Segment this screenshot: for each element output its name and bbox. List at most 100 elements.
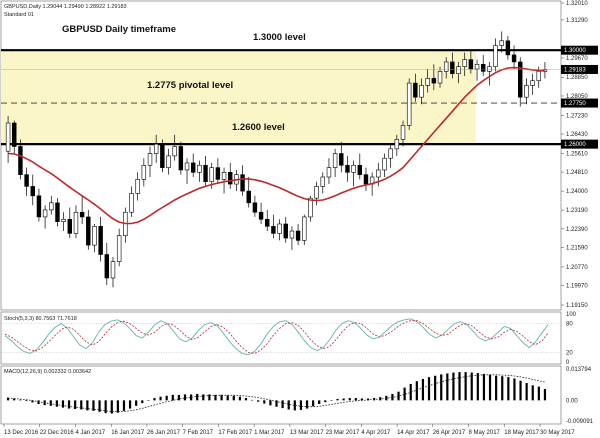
candle [166, 148, 171, 175]
candle-body-bull [209, 167, 214, 183]
candle [351, 160, 356, 187]
level-label-1-2775: 1.2775 pivotal level [147, 80, 233, 91]
macd-bar [366, 398, 370, 401]
candle [271, 214, 276, 239]
macd-bar [543, 388, 547, 401]
price-tick-label: 1.19970 [566, 284, 588, 290]
candle-body-bull [147, 153, 153, 166]
candle-body-bear [203, 164, 208, 183]
candle-body-bear [246, 190, 251, 204]
candle [443, 57, 449, 79]
candle [42, 205, 48, 229]
candle-body-bull [110, 261, 116, 279]
candle-body-bull [197, 164, 202, 173]
candle [400, 120, 406, 147]
current-price-tag-bg [561, 64, 598, 74]
macd-signal-line [8, 374, 545, 413]
macd-bar [116, 400, 119, 413]
time-tick-label: 13 Dec 2016 [4, 430, 39, 436]
time-tick-label: 22 Dec 2016 [40, 430, 75, 436]
macd-bar [458, 372, 461, 401]
candle-body-bull [129, 193, 134, 213]
candle-body-bear [104, 254, 110, 279]
macd-bar [86, 400, 89, 411]
candle-body-bear [265, 218, 270, 227]
macd-tick-label: 0.00 [566, 398, 578, 404]
candle-body-bear [339, 153, 344, 166]
candle [265, 209, 270, 232]
macd-bar [141, 400, 144, 404]
candle-body-bear [86, 216, 91, 246]
candle [493, 38, 498, 72]
macd-bar [330, 400, 333, 401]
candle-body-bull [73, 211, 79, 234]
candle [480, 54, 486, 77]
macd-label: MACD(12,26,9) 0.002332 0.003642 [4, 369, 91, 375]
candle [12, 120, 17, 154]
candle-body-bull [320, 176, 325, 187]
symbol-info: GBPUSD,Daily 1.29044 1.29490 1.28922 1.2… [4, 4, 127, 10]
candle-body-bull [382, 157, 387, 171]
candle [524, 78, 529, 105]
candle [30, 174, 35, 206]
candle-body-bear [450, 61, 455, 74]
macd-bar [238, 396, 241, 401]
price-tick-label: 1.25610 [566, 151, 588, 157]
candle [141, 158, 147, 187]
macd-bar [80, 400, 83, 410]
macd-bar [19, 399, 22, 401]
level-price-tag: 1.27750 [564, 101, 586, 107]
macd-bar [263, 400, 266, 404]
candle [295, 223, 301, 246]
candle-body-bull [221, 172, 227, 180]
chart-title: GBPUSD Daily timeframe [62, 24, 176, 35]
candle [431, 64, 437, 91]
candle [499, 31, 504, 53]
level-price-tag-bg [561, 98, 598, 108]
time-tick-label: 4 Apr 2017 [361, 430, 391, 436]
candle [487, 61, 492, 86]
candle [36, 188, 42, 222]
macd-bar [171, 394, 174, 401]
price-tick-label: 1.20770 [566, 265, 588, 271]
candle [18, 139, 23, 180]
candle-body-bear [190, 162, 196, 173]
price-pane [0, 0, 562, 311]
candle [345, 155, 350, 182]
macd-bar [434, 375, 437, 401]
candle-body-bull [326, 167, 332, 178]
candle-body-bull [332, 153, 338, 168]
candle-body-bear [431, 78, 437, 84]
candle [104, 242, 110, 286]
candle [129, 186, 134, 217]
candle-body-bull [172, 146, 177, 157]
level-label-1-3000: 1.3000 level [253, 32, 306, 43]
candle-body-bear [505, 40, 511, 56]
stoch-level-label: 20 [566, 350, 573, 356]
stoch-level-label: 80 [566, 322, 573, 328]
price-tags: 1.30000 1.27750 1.26000 1.29183 [1, 45, 598, 149]
macd-bar [470, 372, 473, 401]
candle [190, 153, 196, 178]
candle [92, 223, 97, 253]
candle-body-bull [351, 164, 356, 173]
macd-bar [159, 396, 162, 401]
candle-body-bull [302, 216, 307, 241]
price-tick-label: 1.24000 [566, 189, 588, 195]
time-tick-label: 13 Mar 2017 [290, 430, 324, 436]
candle [79, 195, 85, 224]
macd-bar [74, 400, 77, 410]
candle-body-bear [283, 223, 288, 239]
support-resistance-levels [1, 49, 561, 146]
candle-body-bull [61, 218, 66, 222]
candle-body-bear [215, 167, 221, 180]
candle [73, 205, 79, 239]
price-tick-label: 1.26430 [566, 132, 588, 138]
candle-body-bear [413, 82, 418, 98]
candle [450, 52, 455, 79]
macd-bar [287, 400, 290, 410]
candle [357, 153, 363, 180]
candle [160, 139, 165, 173]
candle-body-bear [518, 61, 523, 98]
macd-bar [348, 398, 351, 401]
